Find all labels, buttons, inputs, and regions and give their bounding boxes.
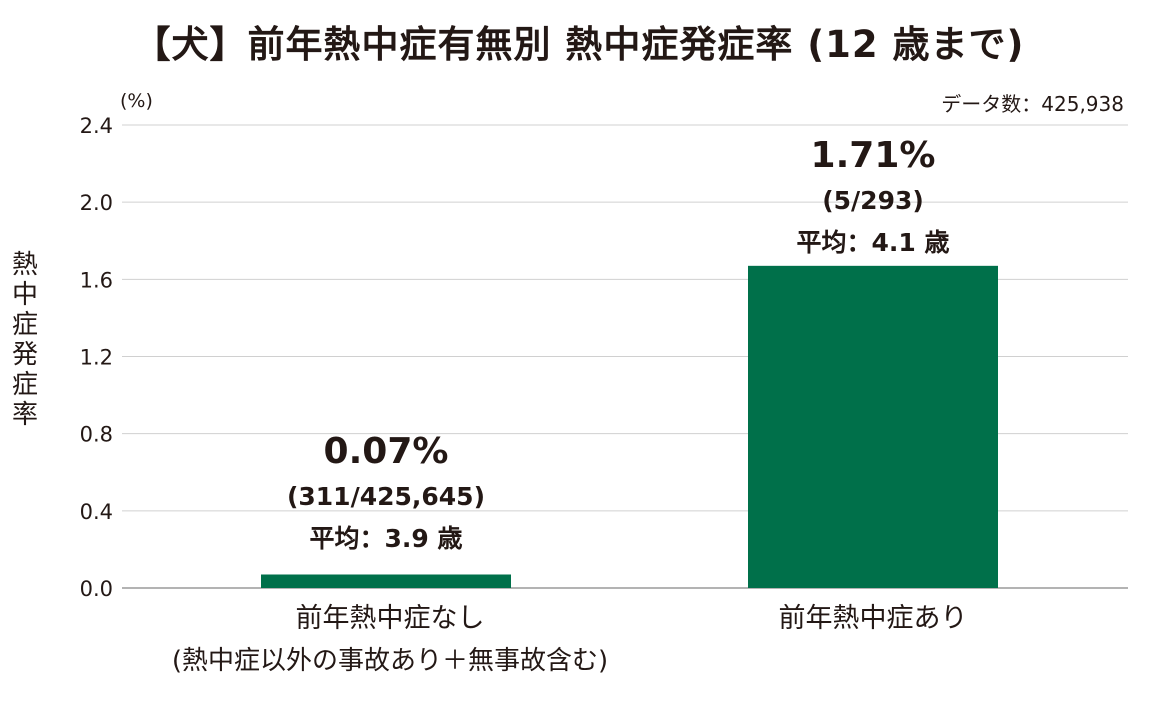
y-tick-label: 2.4 bbox=[80, 114, 113, 138]
data-label-ratio: (311/425,645) bbox=[287, 482, 485, 511]
y-tick-label: 2.0 bbox=[80, 191, 113, 215]
y-tick-label: 0.4 bbox=[80, 500, 113, 524]
x-category-label-no-prior: 前年熱中症なし (熱中症以外の事故あり＋無事故含む) bbox=[110, 598, 670, 682]
y-axis-label: 熱中症発症率 bbox=[8, 250, 42, 430]
x-category-sublabel: (熱中症以外の事故あり＋無事故含む) bbox=[171, 646, 609, 676]
y-axis-label-char: 症 bbox=[11, 370, 38, 400]
y-tick-label: 0.0 bbox=[80, 577, 113, 601]
y-axis-label-char: 発 bbox=[11, 340, 38, 370]
y-axis-label-char: 中 bbox=[11, 280, 38, 310]
y-axis-label-char: 率 bbox=[11, 400, 38, 430]
x-category-label: 前年熱中症あり bbox=[778, 603, 968, 634]
y-unit-label: (%) bbox=[120, 90, 153, 112]
chart-title: 【犬】前年熱中症有無別 熱中症発症率 (12 歳まで) bbox=[133, 23, 1025, 66]
x-category-label: 前年熱中症なし bbox=[295, 603, 485, 634]
x-category-label-prior: 前年熱中症あり bbox=[633, 598, 1113, 640]
data-label-ratio: (5/293) bbox=[822, 186, 924, 215]
data-count-label: データ数：425,938 bbox=[941, 92, 1124, 116]
data-label-average: 平均：3.9 歳 bbox=[310, 524, 463, 553]
y-tick-label: 1.2 bbox=[80, 346, 113, 370]
data-label-average: 平均：4.1 歳 bbox=[797, 228, 950, 257]
y-axis-label-char: 熱 bbox=[11, 250, 38, 280]
bar bbox=[261, 574, 511, 588]
data-label-percent: 1.71% bbox=[811, 135, 936, 176]
data-label-percent: 0.07% bbox=[324, 431, 449, 472]
y-tick-label: 0.8 bbox=[80, 423, 113, 447]
bar bbox=[748, 265, 998, 588]
y-tick-label: 1.6 bbox=[80, 268, 113, 292]
y-axis-label-char: 症 bbox=[11, 310, 38, 340]
